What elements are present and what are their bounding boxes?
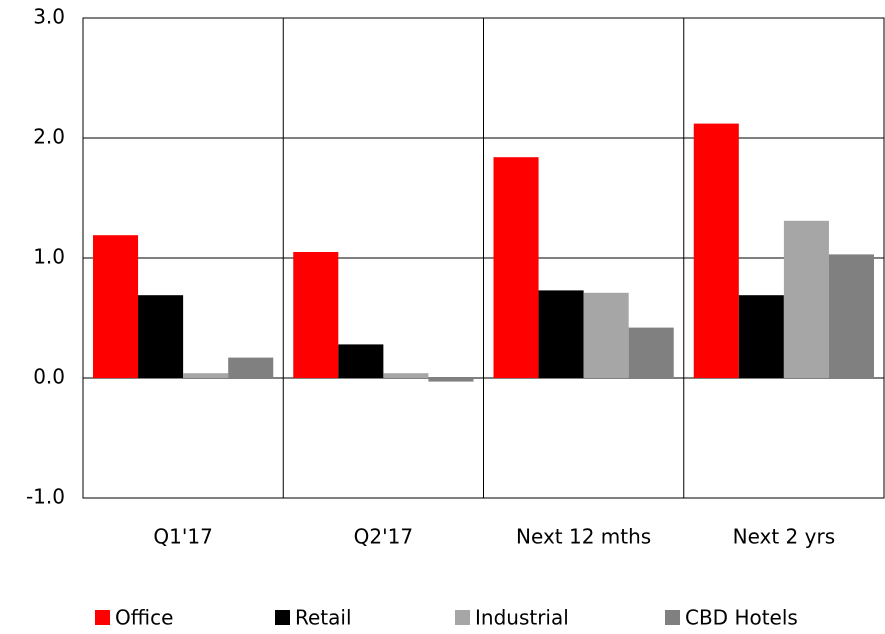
legend-label: Office <box>115 606 173 630</box>
bar <box>228 357 274 378</box>
bar <box>93 235 139 378</box>
x-tick-label: Next 12 mths <box>516 525 651 549</box>
legend-swatch <box>455 610 470 625</box>
bar <box>493 157 539 378</box>
legend-swatch <box>275 610 290 625</box>
bar <box>583 292 629 378</box>
legend-label: Industrial <box>475 606 569 630</box>
bar <box>183 373 229 378</box>
bar <box>628 327 674 378</box>
y-tick-label: -1.0 <box>26 485 65 509</box>
legend-label: CBD Hotels <box>685 606 798 630</box>
legend-label: Retail <box>295 606 352 630</box>
bar <box>783 220 829 378</box>
bar <box>383 373 429 378</box>
y-tick-label: 1.0 <box>33 245 65 269</box>
y-tick-label: 0.0 <box>33 365 65 389</box>
legend-swatch <box>665 610 680 625</box>
bar <box>428 378 474 382</box>
x-tick-label: Q1'17 <box>153 525 212 549</box>
y-tick-label: 3.0 <box>33 5 65 29</box>
bar <box>293 252 339 378</box>
legend-swatch <box>95 610 110 625</box>
y-tick-label: 2.0 <box>33 125 65 149</box>
bar <box>338 344 384 378</box>
bar <box>138 295 184 378</box>
bar <box>538 290 584 378</box>
bar <box>738 295 784 378</box>
x-tick-label: Q2'17 <box>354 525 413 549</box>
bar <box>828 254 874 378</box>
plot-frame <box>82 17 885 499</box>
bar <box>693 123 739 378</box>
x-tick-label: Next 2 yrs <box>733 525 836 549</box>
